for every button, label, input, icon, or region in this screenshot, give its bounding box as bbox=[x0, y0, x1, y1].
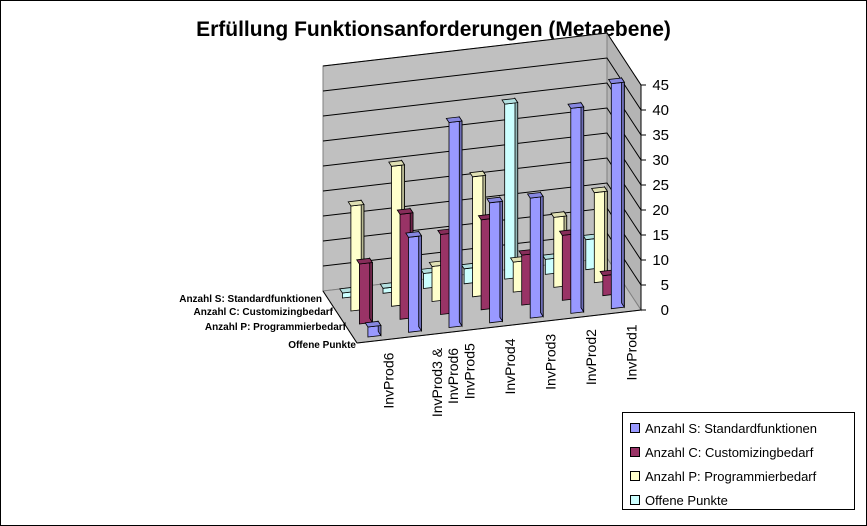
x-tick-label-line: InvProd4 bbox=[502, 338, 518, 394]
legend-swatch bbox=[630, 423, 640, 433]
x-tick-label-line: InvProd3 & bbox=[429, 347, 445, 417]
series-axis-line bbox=[322, 290, 358, 344]
x-axis: InvProd6 InvProd3 &InvProd6 InvProd5 InvPro… bbox=[356, 309, 642, 417]
y-tick-label: 20 bbox=[652, 202, 669, 219]
legend-item: Anzahl C: Customizingbedarf bbox=[630, 440, 854, 464]
series-axis-label: Anzahl S: Standardfunktionen bbox=[179, 294, 322, 305]
y-tick-label: 25 bbox=[652, 177, 669, 194]
legend-label: Anzahl C: Customizingbedarf bbox=[645, 444, 814, 460]
bar-top bbox=[364, 320, 382, 328]
bar bbox=[364, 319, 382, 338]
gridline bbox=[322, 57, 642, 111]
bar bbox=[486, 195, 504, 324]
x-tick-label-line: InvProd3 bbox=[543, 334, 559, 390]
bar-top bbox=[526, 192, 544, 199]
bar-side bbox=[621, 76, 625, 309]
bar-top bbox=[590, 186, 608, 194]
gridline bbox=[322, 82, 642, 136]
bar bbox=[607, 76, 625, 310]
bar-side bbox=[458, 115, 463, 328]
legend-item: Anzahl P: Programmierbedarf bbox=[630, 464, 854, 488]
bar-side bbox=[604, 185, 608, 283]
bar-side bbox=[540, 191, 544, 318]
bar-top bbox=[388, 160, 406, 167]
bar bbox=[567, 101, 585, 314]
y-tick-label: 5 bbox=[661, 277, 669, 294]
gridline bbox=[322, 182, 642, 236]
legend: Anzahl S: Standardfunktionen Anzahl C: Cu… bbox=[622, 412, 855, 510]
bar-side bbox=[418, 230, 422, 333]
bar bbox=[405, 230, 423, 333]
bar-top bbox=[405, 231, 423, 238]
y-tick-label: 0 bbox=[661, 302, 669, 319]
bar bbox=[445, 115, 463, 328]
bar-side bbox=[369, 256, 373, 324]
x-tick-label: InvProd4 bbox=[502, 338, 518, 394]
y-tick-label: 15 bbox=[652, 227, 669, 244]
y-tick-label: 30 bbox=[652, 152, 669, 169]
y-tick-label: 40 bbox=[652, 102, 669, 119]
legend-label: Anzahl P: Programmierbedarf bbox=[645, 468, 817, 484]
bar bbox=[356, 256, 374, 325]
y-tick-label: 45 bbox=[652, 77, 669, 94]
bar-side bbox=[499, 195, 504, 323]
series-axis: Anzahl S: Standardfunktionen Anzahl C: Cu… bbox=[179, 290, 358, 351]
series-axis-label: Offene Punkte bbox=[288, 340, 356, 351]
gridline bbox=[322, 157, 642, 211]
gridline bbox=[322, 107, 642, 161]
legend-label: Offene Punkte bbox=[645, 492, 728, 508]
bar-top bbox=[567, 102, 585, 109]
bar-top bbox=[445, 116, 463, 123]
bar bbox=[590, 185, 608, 284]
x-tick-label-line: InvProd6 bbox=[380, 352, 396, 408]
chart-title: Erfüllung Funktionsanforderungen (Metaeb… bbox=[196, 18, 671, 41]
series-axis-label: Anzahl C: Customizingbedarf bbox=[194, 307, 334, 318]
bar-top bbox=[607, 77, 625, 85]
gridline bbox=[322, 132, 642, 186]
legend-swatch bbox=[630, 447, 640, 457]
y-axis: 0 5 10 15 20 25 30 35 40 45 bbox=[640, 77, 669, 319]
bar-top bbox=[469, 170, 487, 178]
x-tick-label: InvProd6 bbox=[380, 352, 396, 408]
legend-label: Anzahl S: Standardfunktionen bbox=[645, 420, 818, 436]
bar bbox=[501, 97, 519, 280]
y-tick-label: 35 bbox=[652, 127, 669, 144]
bar-top bbox=[486, 196, 504, 204]
x-tick-label-line: InvProd2 bbox=[583, 329, 599, 385]
bar-top bbox=[356, 257, 374, 265]
x-tick-label: InvProd5 bbox=[461, 343, 477, 399]
bar-side bbox=[514, 97, 519, 279]
bar bbox=[526, 191, 544, 319]
bars bbox=[339, 76, 625, 338]
x-tick-label: InvProd2 bbox=[583, 329, 599, 385]
x-tick-label: InvProd1 bbox=[624, 324, 640, 380]
gridline bbox=[322, 32, 642, 86]
x-tick-label: InvProd3 bbox=[543, 334, 559, 390]
bar-top bbox=[550, 211, 568, 218]
series-axis-label: Anzahl P: Programmierbedarf bbox=[205, 322, 347, 333]
bar-top bbox=[396, 208, 414, 215]
x-tick-label: InvProd3 &InvProd6 bbox=[429, 347, 461, 417]
legend-swatch bbox=[630, 471, 640, 481]
bar-top bbox=[501, 98, 519, 105]
y-tick-label: 10 bbox=[652, 252, 669, 269]
bar-top bbox=[347, 199, 365, 207]
legend-swatch bbox=[630, 495, 640, 505]
x-tick-label-line: InvProd5 bbox=[461, 343, 477, 399]
bar-side bbox=[580, 101, 585, 314]
legend-item: Anzahl S: Standardfunktionen bbox=[630, 416, 854, 440]
x-axis-line bbox=[356, 309, 642, 344]
legend-item: Offene Punkte bbox=[630, 488, 854, 512]
x-tick-label-line: InvProd6 bbox=[445, 348, 461, 404]
x-tick-label-line: InvProd1 bbox=[624, 324, 640, 380]
